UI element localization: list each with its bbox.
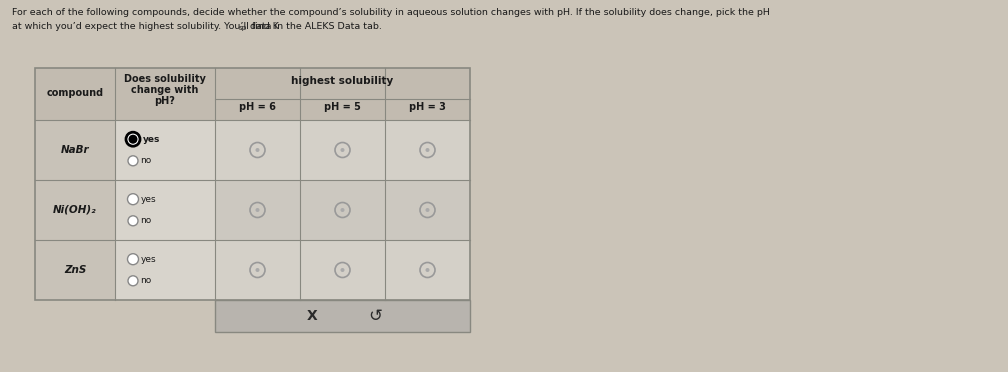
Bar <box>215 180 300 240</box>
Bar <box>300 240 385 300</box>
Text: yes: yes <box>141 255 156 264</box>
Text: pH = 5: pH = 5 <box>324 102 361 112</box>
Bar <box>35 240 115 300</box>
Circle shape <box>250 142 265 157</box>
Text: yes: yes <box>141 195 156 204</box>
Text: at which you’d expect the highest solubility. You’ll find K: at which you’d expect the highest solubi… <box>12 22 279 31</box>
Circle shape <box>128 216 138 226</box>
Text: sp: sp <box>239 25 248 31</box>
Text: data in the ALEKS Data tab.: data in the ALEKS Data tab. <box>247 22 382 31</box>
Circle shape <box>126 132 140 146</box>
Bar <box>215 120 300 180</box>
Text: ↺: ↺ <box>369 307 383 325</box>
Bar <box>35 180 115 240</box>
Circle shape <box>127 194 138 205</box>
Text: pH = 6: pH = 6 <box>239 102 276 112</box>
Circle shape <box>255 148 259 152</box>
Circle shape <box>341 268 345 272</box>
Text: NaBr: NaBr <box>60 145 90 155</box>
Text: For each of the following compounds, decide whether the compound’s solubility in: For each of the following compounds, dec… <box>12 8 770 17</box>
Bar <box>115 180 215 240</box>
Circle shape <box>335 263 350 278</box>
Text: no: no <box>140 276 151 285</box>
Text: ZnS: ZnS <box>64 265 87 275</box>
Circle shape <box>335 202 350 218</box>
Bar <box>300 120 385 180</box>
Circle shape <box>420 263 435 278</box>
Circle shape <box>250 202 265 218</box>
Text: pH?: pH? <box>154 96 175 106</box>
Circle shape <box>128 135 137 144</box>
Circle shape <box>425 208 429 212</box>
Text: change with: change with <box>131 85 199 95</box>
Circle shape <box>341 148 345 152</box>
Text: Does solubility: Does solubility <box>124 74 206 84</box>
Bar <box>215 240 300 300</box>
Circle shape <box>425 268 429 272</box>
Text: pH = 3: pH = 3 <box>409 102 446 112</box>
Bar <box>300 180 385 240</box>
Circle shape <box>128 156 138 166</box>
Bar <box>215 300 470 332</box>
Bar <box>35 68 470 300</box>
Text: compound: compound <box>46 88 104 98</box>
Text: yes: yes <box>143 135 160 144</box>
Circle shape <box>420 142 435 157</box>
Circle shape <box>335 142 350 157</box>
Circle shape <box>250 263 265 278</box>
Circle shape <box>127 254 138 265</box>
Bar <box>35 120 115 180</box>
Circle shape <box>255 268 259 272</box>
Bar <box>385 180 470 240</box>
Text: Ni(OH)₂: Ni(OH)₂ <box>53 205 97 215</box>
Bar <box>115 240 215 300</box>
Bar <box>385 120 470 180</box>
Circle shape <box>425 148 429 152</box>
Bar <box>115 120 215 180</box>
Text: highest solubility: highest solubility <box>291 76 394 86</box>
Circle shape <box>128 276 138 286</box>
Text: no: no <box>140 216 151 225</box>
Circle shape <box>341 208 345 212</box>
Bar <box>385 240 470 300</box>
Text: no: no <box>140 156 151 165</box>
Text: X: X <box>306 309 318 323</box>
Circle shape <box>255 208 259 212</box>
Circle shape <box>420 202 435 218</box>
Bar <box>35 68 470 120</box>
